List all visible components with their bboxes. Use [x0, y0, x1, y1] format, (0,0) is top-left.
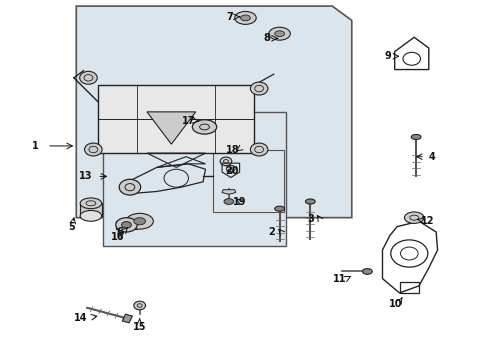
Text: 9: 9 [384, 51, 391, 61]
Ellipse shape [234, 12, 256, 24]
Bar [103, 112, 285, 246]
Ellipse shape [274, 31, 284, 37]
Polygon shape [98, 85, 254, 153]
Circle shape [134, 301, 145, 310]
Ellipse shape [80, 211, 102, 221]
Circle shape [80, 71, 97, 84]
Ellipse shape [192, 120, 216, 134]
Text: 6: 6 [117, 227, 123, 237]
Ellipse shape [362, 269, 371, 274]
Text: 10: 10 [388, 299, 402, 309]
Text: 13: 13 [79, 171, 93, 181]
Text: 5: 5 [68, 222, 75, 231]
Text: 14: 14 [74, 313, 88, 323]
Text: 17: 17 [182, 116, 195, 126]
Polygon shape [76, 6, 351, 218]
Bar [116, 221, 137, 229]
Text: 8: 8 [263, 33, 269, 43]
Ellipse shape [80, 198, 102, 209]
Ellipse shape [410, 134, 420, 139]
Ellipse shape [268, 27, 290, 40]
Text: 3: 3 [306, 215, 313, 224]
Text: 18: 18 [225, 144, 239, 154]
Text: 4: 4 [428, 152, 435, 162]
Text: 1: 1 [31, 141, 38, 151]
Ellipse shape [224, 199, 233, 204]
Circle shape [250, 143, 267, 156]
Text: 11: 11 [332, 274, 346, 284]
Text: 15: 15 [133, 322, 146, 332]
Text: 16: 16 [111, 232, 124, 242]
Ellipse shape [122, 222, 131, 228]
Text: 20: 20 [225, 166, 239, 176]
Circle shape [84, 143, 102, 156]
Circle shape [220, 157, 231, 166]
Polygon shape [222, 190, 235, 194]
Polygon shape [147, 112, 195, 144]
Bar [212, 149, 283, 212]
Ellipse shape [116, 218, 137, 232]
Circle shape [250, 82, 267, 95]
Polygon shape [122, 314, 132, 323]
Text: 19: 19 [232, 197, 246, 207]
Ellipse shape [274, 206, 284, 211]
Ellipse shape [134, 218, 145, 225]
Text: 2: 2 [267, 227, 274, 237]
Ellipse shape [305, 199, 315, 204]
Text: 7: 7 [226, 12, 233, 22]
Ellipse shape [126, 213, 153, 229]
Ellipse shape [240, 15, 250, 21]
Text: 12: 12 [420, 216, 433, 226]
Circle shape [226, 165, 235, 172]
Ellipse shape [404, 212, 423, 224]
Bar [80, 203, 102, 216]
Circle shape [119, 179, 141, 195]
